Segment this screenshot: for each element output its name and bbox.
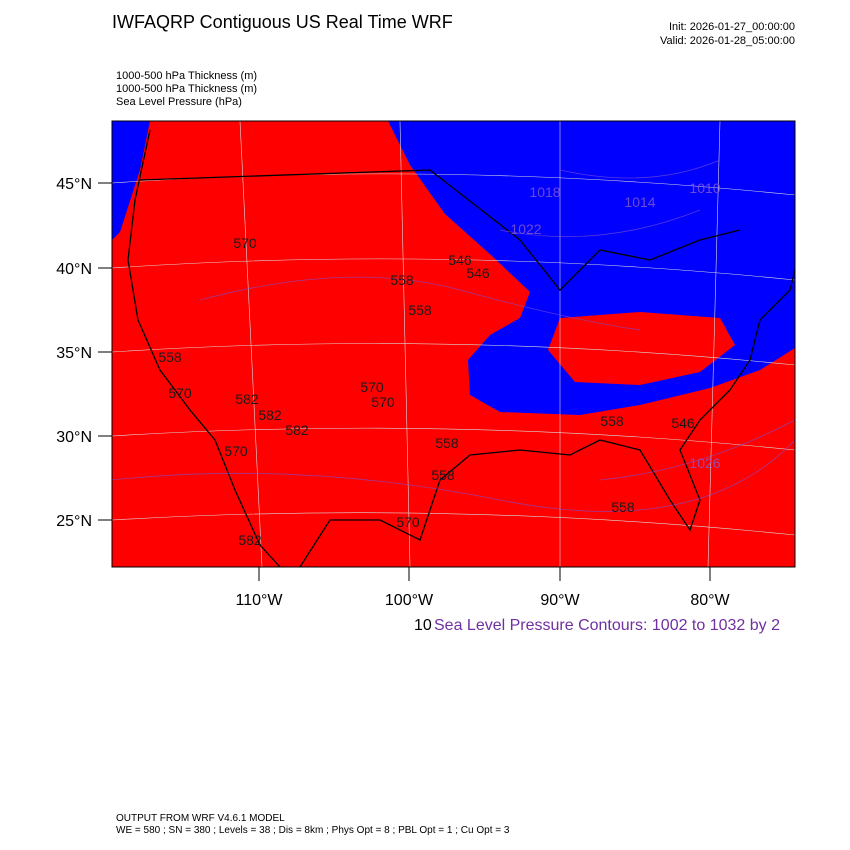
contour-label: 1018: [529, 184, 560, 200]
footer-line: OUTPUT FROM WRF V4.6.1 MODEL: [116, 813, 285, 824]
contour-label: 570: [360, 379, 384, 395]
lon-label: 80°W: [690, 592, 730, 609]
lat-label: 40°N: [56, 261, 92, 278]
pressure-contours: [112, 159, 795, 512]
contour-label: 582: [238, 532, 262, 548]
field-label: 1000-500 hPa Thickness (m): [116, 83, 257, 95]
thickness-warm-patch: [548, 312, 735, 385]
plot-frame: [111, 120, 796, 568]
contour-label: 570: [168, 385, 192, 401]
contour-label: 582: [285, 422, 309, 438]
graticule: [112, 121, 795, 567]
lat-label: 30°N: [56, 429, 92, 446]
contour-label: 570: [371, 394, 395, 410]
contour-label: 1010: [689, 180, 720, 196]
init-time: Init: 2026-01-27_00:00:00: [669, 21, 795, 33]
title: IWFAQRP Contiguous US Real Time WRF: [112, 12, 453, 32]
axes: 45°N 40°N 35°N 30°N 25°N 110°W 100°W 90°W 80°W: [56, 176, 730, 609]
lon-label: 90°W: [540, 592, 580, 609]
contour-label: 558: [390, 272, 414, 288]
contour-label: 570: [224, 443, 248, 459]
contour-label: 1014: [624, 194, 655, 210]
coastline: [127, 129, 795, 567]
contour-label: 558: [600, 413, 624, 429]
contour-label: 546: [448, 252, 472, 268]
contour-label: 582: [235, 391, 259, 407]
lon-label: 100°W: [385, 592, 434, 609]
lat-label: 45°N: [56, 176, 92, 193]
lon-label: 110°W: [235, 592, 283, 609]
contour-label: 558: [431, 467, 455, 483]
contour-label: 558: [158, 349, 182, 365]
contour-info: Sea Level Pressure Contours: 1002 to 103…: [434, 617, 780, 634]
contour-interval: 10: [414, 617, 432, 634]
lat-label: 35°N: [56, 345, 92, 362]
footer-line: WE = 580 ; SN = 380 ; Levels = 38 ; Dis …: [116, 825, 510, 836]
contour-labels: 5705585465465585705705825825825705705585…: [158, 180, 720, 548]
contour-label: 582: [258, 407, 282, 423]
map: 5705585465465585705705825825825705705585…: [112, 121, 795, 567]
field-label: Sea Level Pressure (hPa): [116, 96, 242, 108]
contour-label: 558: [611, 499, 635, 515]
contour-label: 546: [466, 265, 490, 281]
contour-label: 1026: [689, 455, 720, 471]
contour-label: 1022: [510, 221, 541, 237]
valid-time: Valid: 2026-01-28_05:00:00: [660, 35, 795, 47]
contour-label: 558: [408, 302, 432, 318]
contour-label: 558: [435, 435, 459, 451]
lat-label: 25°N: [56, 513, 92, 530]
contour-label: 546: [671, 415, 695, 431]
contour-label: 570: [233, 235, 257, 251]
field-label: 1000-500 hPa Thickness (m): [116, 70, 257, 82]
thickness-cold-west: [112, 121, 150, 240]
contour-label: 570: [396, 514, 420, 530]
